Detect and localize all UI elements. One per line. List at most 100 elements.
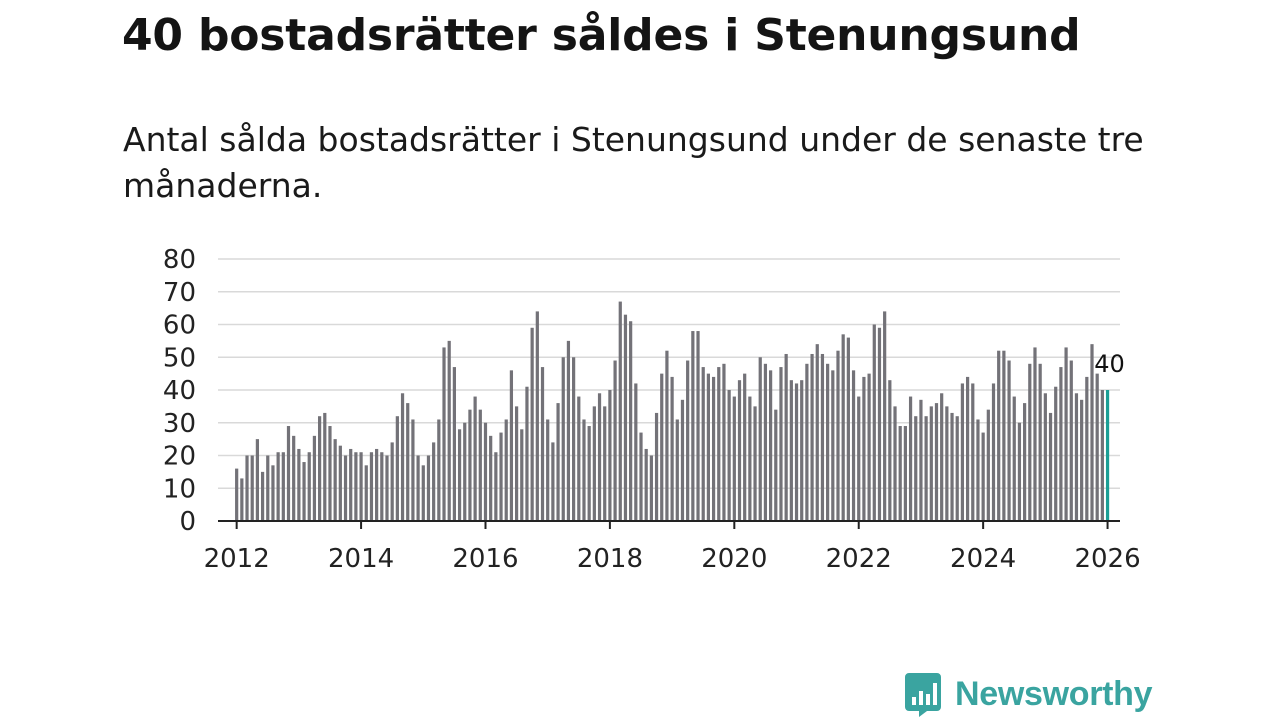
bar (260, 471, 265, 521)
bar (426, 455, 431, 521)
bar (597, 393, 602, 521)
bar (696, 331, 700, 521)
bar (986, 409, 990, 521)
bar (338, 445, 342, 521)
bar (1002, 350, 1006, 521)
y-tick-label: 20 (163, 442, 196, 472)
bar (442, 347, 446, 521)
bar (525, 386, 529, 521)
bar (800, 380, 804, 521)
bar (302, 462, 306, 521)
bar (758, 357, 762, 521)
chart-title: 40 bostadsrätter såldes i Stenungsund (122, 10, 1081, 61)
bar (349, 448, 353, 521)
bar (810, 353, 814, 521)
y-tick-label: 70 (163, 278, 196, 308)
bar (1007, 360, 1011, 521)
bar (794, 383, 799, 521)
bar (774, 409, 778, 521)
bar (551, 442, 555, 521)
bar-latest (1105, 390, 1110, 521)
bar (1033, 347, 1037, 521)
bar (483, 422, 488, 521)
bar (706, 373, 711, 521)
bar (343, 455, 348, 521)
bar (629, 321, 633, 521)
bar (566, 340, 571, 521)
bar (457, 429, 462, 521)
x-tick-label: 2022 (826, 544, 892, 574)
bar (815, 344, 819, 521)
bar (675, 419, 679, 521)
x-tick-label: 2026 (1074, 544, 1140, 574)
bar (1012, 396, 1016, 521)
bar (421, 465, 425, 521)
bar (748, 396, 752, 521)
bar (732, 396, 736, 521)
bar (618, 301, 622, 521)
bar (711, 376, 716, 521)
newsworthy-logo[interactable]: Newsworthy (903, 670, 1153, 718)
bar (644, 448, 648, 521)
bar (893, 406, 897, 521)
bar (250, 455, 254, 521)
bar (530, 327, 534, 521)
bar (603, 406, 607, 521)
bar (1074, 393, 1079, 521)
bar (520, 429, 524, 521)
bar (297, 448, 301, 521)
bar (432, 442, 436, 521)
bar (976, 419, 980, 521)
bar (654, 412, 659, 521)
bar (245, 455, 249, 521)
bar (489, 435, 493, 521)
bar (1080, 399, 1084, 521)
bar (463, 422, 467, 521)
bar (1054, 386, 1058, 521)
bar (950, 412, 954, 521)
bar (686, 360, 690, 521)
bar (235, 468, 239, 521)
bar (727, 390, 731, 521)
bar (468, 409, 472, 521)
chart-subtitle: Antal sålda bostadsrätter i Stenungsund … (123, 120, 1144, 205)
bar (577, 396, 581, 521)
bar (924, 416, 928, 521)
bar (499, 432, 503, 521)
bar (478, 409, 482, 521)
bar (1100, 390, 1104, 521)
bar (608, 390, 612, 521)
bar (1085, 376, 1089, 521)
bar (1023, 403, 1027, 521)
bar (691, 331, 695, 521)
bar (836, 350, 840, 521)
newsworthy-icon (905, 673, 941, 717)
bar (940, 393, 944, 521)
bar (437, 419, 441, 521)
bar (312, 435, 317, 521)
bar (851, 370, 856, 521)
bar (1090, 344, 1094, 521)
bar (494, 452, 498, 521)
bar (743, 373, 747, 521)
bar (380, 452, 384, 521)
bar (317, 416, 322, 521)
bar (831, 370, 835, 521)
bar (680, 399, 685, 521)
bar (867, 373, 871, 521)
bar (406, 403, 410, 521)
bar (763, 363, 768, 521)
bar (826, 363, 830, 521)
bar (649, 455, 653, 521)
bar (1017, 422, 1022, 521)
bar (514, 406, 519, 521)
bar (1028, 363, 1032, 521)
bar (737, 380, 742, 521)
bar (784, 353, 788, 521)
bar (991, 383, 996, 521)
x-tick-label: 2018 (577, 544, 643, 574)
x-tick-label: 2024 (950, 544, 1016, 574)
bar (613, 360, 617, 521)
